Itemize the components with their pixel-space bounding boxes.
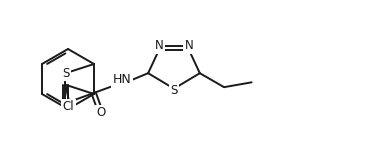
Text: S: S xyxy=(62,67,69,80)
Text: S: S xyxy=(170,84,178,97)
Text: N: N xyxy=(155,39,163,52)
Text: N: N xyxy=(185,39,194,52)
Text: Cl: Cl xyxy=(63,100,74,113)
Text: HN: HN xyxy=(112,73,131,86)
Text: O: O xyxy=(97,106,106,119)
